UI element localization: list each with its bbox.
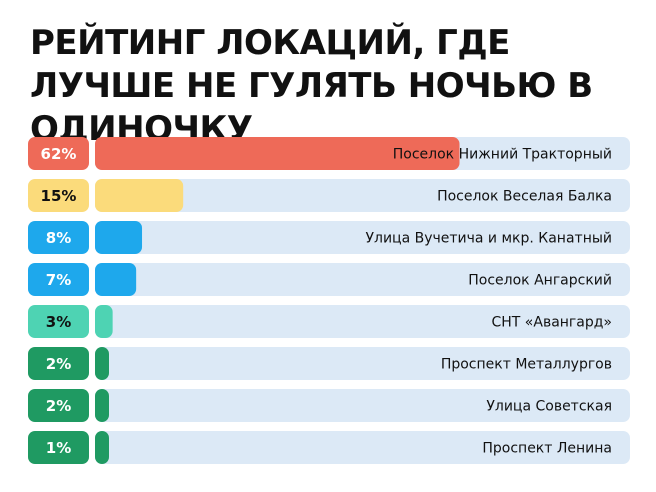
bar: [95, 305, 113, 338]
category-label: Проспект Ленина: [482, 441, 612, 457]
bar-row: 1% Проспект Ленина: [28, 431, 630, 464]
value-label: 15%: [41, 187, 77, 205]
category-label: Улица Вучетича и мкр. Канатный: [365, 231, 612, 247]
value-label: 3%: [46, 313, 71, 331]
value-badge: [28, 305, 89, 338]
bar: [95, 389, 109, 422]
chart-title: РЕЙТИНГ ЛОКАЦИЙ, ГДЕ ЛУЧШЕ НЕ ГУЛЯТЬ НОЧ…: [30, 23, 593, 149]
category-label: Поселок Веселая Балка: [437, 189, 612, 205]
value-badge: [28, 431, 89, 464]
bar: [95, 221, 143, 254]
category-label: Поселок Ангарский: [468, 273, 612, 289]
category-label: Поселок Нижний Тракторный: [393, 147, 612, 163]
bar-track: [95, 221, 630, 254]
bar: [95, 179, 184, 212]
value-label: 1%: [46, 439, 71, 457]
value-label: 2%: [46, 397, 71, 415]
value-badge: [28, 389, 89, 422]
bar-row: 15% Поселок Веселая Балка: [28, 179, 630, 212]
value-label: 7%: [46, 271, 71, 289]
category-label: Улица Советская: [486, 399, 612, 415]
bar-row: 62% Поселок Нижний Тракторный: [28, 137, 630, 170]
value-badge: [28, 347, 89, 380]
bar-track: [95, 431, 630, 464]
value-badge: [28, 179, 89, 212]
value-badge: [28, 263, 89, 296]
value-label: 2%: [46, 355, 71, 373]
bar-track: [95, 347, 630, 380]
bar-row: 2% Улица Советская: [28, 389, 630, 422]
bar-track: [95, 179, 630, 212]
bar-row: 7% Поселок Ангарский: [28, 263, 630, 296]
bar-track: [95, 389, 630, 422]
bar-track: [95, 305, 630, 338]
bar-row: 3% СНТ «Авангард»: [28, 305, 630, 338]
bar-row: 2% Проспект Металлургов: [28, 347, 630, 380]
bar: [95, 263, 137, 296]
bar-row: 8% Улица Вучетича и мкр. Канатный: [28, 221, 630, 254]
bar: [95, 347, 109, 380]
category-label: Проспект Металлургов: [441, 357, 612, 373]
value-badge: [28, 221, 89, 254]
bar: [95, 431, 109, 464]
value-badge: [28, 137, 89, 170]
category-label: СНТ «Авангард»: [492, 315, 613, 331]
value-label: 8%: [46, 229, 71, 247]
bar: [95, 137, 460, 170]
bar-track: [95, 263, 630, 296]
value-label: 62%: [41, 145, 77, 163]
